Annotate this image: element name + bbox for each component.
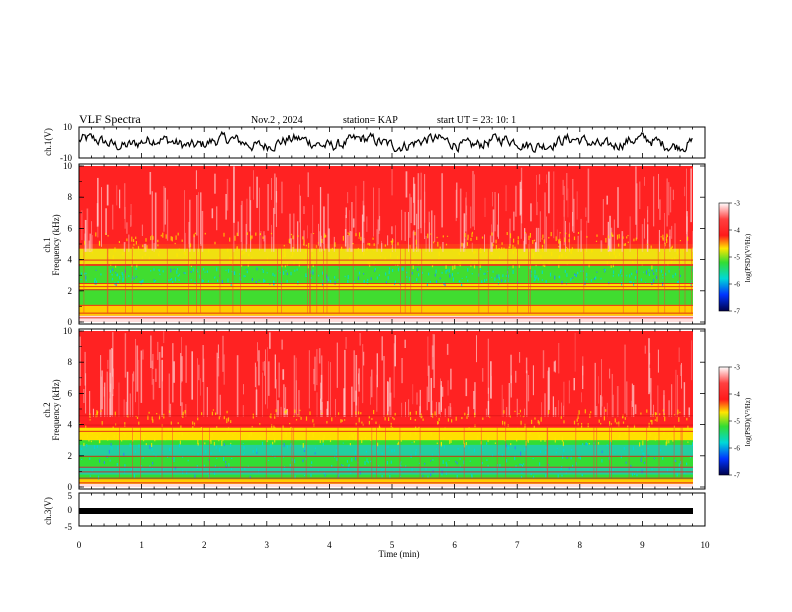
freq-tick-label: 8	[68, 192, 73, 202]
ch2-spectrogram-panel: 0 2 4 6 8 10 ch.2 Frequency (kHz)	[42, 326, 706, 492]
ch1-spectrogram-xticks	[78, 164, 706, 324]
time-tick-label: 0	[77, 540, 82, 550]
station-label: station= KAP	[343, 115, 398, 126]
colorbar-tick-label: -5	[734, 254, 740, 262]
ch1-colorbar: -3 -4 -5 -6 -7 log(PSD)(V²/Hz)	[718, 200, 752, 316]
freq-tick-label: 4	[68, 255, 73, 265]
ch2-colorbar-gradient	[718, 366, 730, 476]
ch1-colorbar-gradient	[718, 202, 730, 312]
ch1-ylabel: ch.1(V)	[43, 128, 53, 156]
ch3-waveform-trace	[79, 508, 693, 514]
time-tick-label: 9	[640, 540, 645, 550]
time-tick-label: 6	[452, 540, 457, 550]
freq-tick-label: 10	[63, 161, 73, 171]
time-tick-label: 7	[515, 540, 520, 550]
ch2-colorbar-ticks: -3 -4 -5 -6 -7	[729, 364, 740, 480]
ch2-spectrogram-yticks: 0 2 4 6 8 10	[63, 326, 705, 492]
freq-tick-label: 6	[68, 388, 73, 398]
ch1-spectrogram-yticks: 0 2 4 6 8 10	[63, 161, 705, 327]
date-label: Nov.2 , 2024	[251, 115, 303, 126]
ch1-spectrogram-ylabel-channel: ch.1	[42, 237, 52, 252]
ch1-spectrogram-ylabel-freq: Frequency (kHz)	[51, 214, 61, 275]
time-tick-label: 8	[578, 540, 583, 550]
time-tick-label: 3	[265, 540, 270, 550]
freq-tick-label: 2	[68, 286, 73, 296]
ch1-spectrogram-panel: 0 2 4 6 8 10 ch.1 Frequency (kHz)	[42, 161, 706, 327]
colorbar-tick-label: -7	[734, 308, 740, 316]
ch3-ytick-bottom: -5	[65, 522, 73, 532]
ch3-ytick-mid: 0	[68, 505, 73, 515]
ch2-spectrogram-ylabel-freq: Frequency (kHz)	[51, 379, 61, 440]
freq-tick-label: 8	[68, 357, 73, 367]
ch1-ytick-top: 10	[63, 122, 73, 132]
ch3-waveform-panel: 5 0 -5 ch.3(V)	[43, 491, 706, 532]
freq-tick-label: 0	[68, 317, 73, 327]
ch2-spectrogram-xticks	[78, 329, 706, 489]
freq-tick-label: 4	[68, 420, 73, 430]
ch1-waveform-panel: 10 -10 ch.1(V)	[43, 122, 706, 163]
ch1-waveform-xticks	[78, 127, 706, 158]
ch1-colorbar-label: log(PSD)(V²/Hz)	[744, 233, 752, 282]
colorbar-tick-label: -4	[734, 227, 740, 235]
time-tick-label: 1	[139, 540, 144, 550]
freq-tick-label: 0	[68, 482, 73, 492]
ch3-ylabel: ch.3(V)	[43, 497, 53, 525]
colorbar-tick-label: -6	[734, 281, 740, 289]
chart-title: VLF Spectra	[79, 112, 141, 126]
colorbar-tick-label: -5	[734, 418, 740, 426]
freq-tick-label: 2	[68, 451, 73, 461]
ch1-spectrogram-image	[79, 166, 693, 322]
ch2-colorbar-label: log(PSD)(V²/Hz)	[744, 397, 752, 446]
ch3-ytick-top: 5	[68, 491, 73, 501]
ch2-spectrogram-ylabel-channel: ch.2	[42, 402, 52, 417]
time-tick-label: 5	[390, 540, 395, 550]
ch2-colorbar: -3 -4 -5 -6 -7 log(PSD)(V²/Hz)	[718, 364, 752, 480]
start-time-label: start UT = 23: 10: 1	[437, 115, 516, 126]
colorbar-tick-label: -4	[734, 391, 740, 399]
colorbar-tick-label: -3	[734, 364, 740, 372]
ch3-waveform-xticks	[78, 493, 706, 526]
time-axis-ticklabels: 0 1 2 3 4 5 6 7 8 9 10	[77, 540, 710, 550]
ch1-waveform-line	[78, 130, 693, 154]
ch1-ytick-bottom: -10	[60, 153, 72, 163]
freq-tick-label: 10	[63, 326, 73, 336]
colorbar-tick-label: -3	[734, 200, 740, 208]
time-tick-label: 10	[701, 540, 711, 550]
time-tick-label: 4	[327, 540, 332, 550]
time-axis-label: Time (min)	[379, 549, 420, 559]
freq-tick-label: 6	[68, 223, 73, 233]
ch2-spectrogram-image	[79, 331, 693, 487]
ch1-colorbar-ticks: -3 -4 -5 -6 -7	[729, 200, 740, 316]
time-tick-label: 2	[202, 540, 207, 550]
colorbar-tick-label: -7	[734, 472, 740, 480]
colorbar-tick-label: -6	[734, 445, 740, 453]
